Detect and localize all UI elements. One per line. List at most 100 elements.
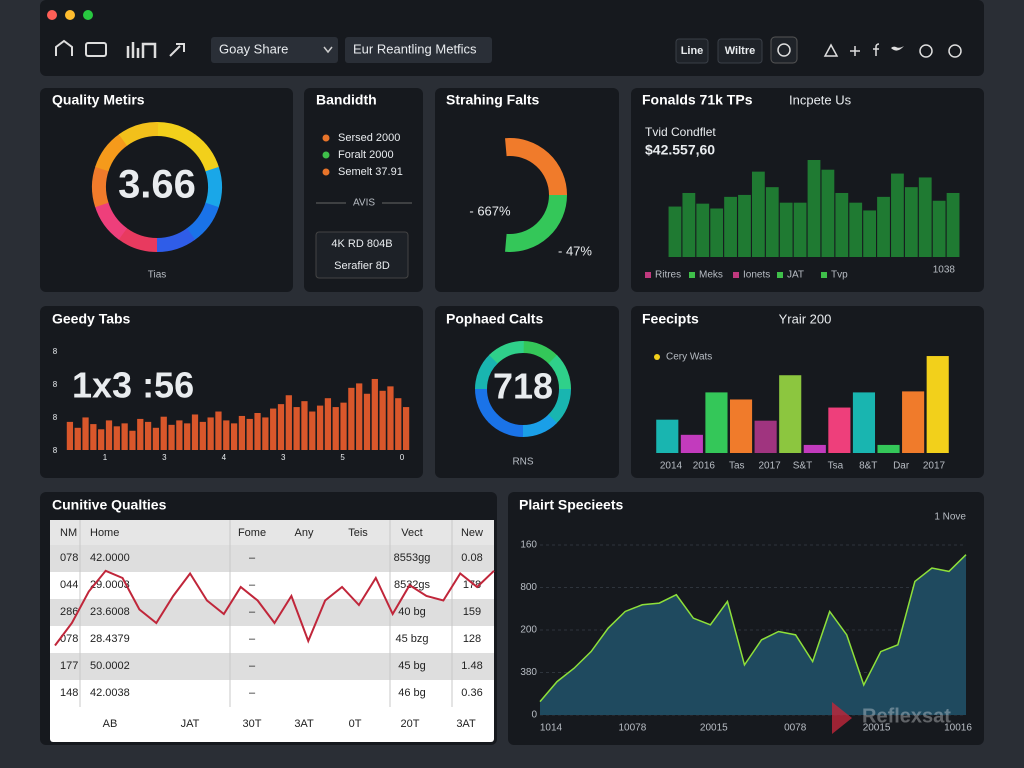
ring-segment [92, 165, 109, 208]
table-footer-cell: AB [103, 718, 118, 730]
kpi-label: Tvid Condflet [645, 125, 716, 139]
bar [324, 398, 332, 450]
bar [254, 413, 261, 450]
monitor-icon[interactable] [85, 42, 107, 57]
table-cell: 8532gs [394, 579, 431, 591]
table-cell: 044 [60, 579, 78, 591]
settings-button[interactable] [770, 36, 798, 64]
legend-dot [322, 134, 330, 142]
bar [852, 392, 876, 453]
table-cell: 40 bg [398, 606, 426, 618]
table-footer-cell: 30T [243, 718, 262, 730]
bar [246, 418, 253, 450]
gauge-arc [505, 138, 567, 196]
x-label: Tas [729, 461, 745, 472]
kpi-value: 3.66 [118, 163, 196, 207]
table-cell: 29.0003 [90, 579, 130, 591]
table-cell: 177 [60, 660, 78, 672]
bar [340, 402, 347, 450]
phone-icon[interactable] [169, 43, 185, 57]
table-header-cell: New [461, 527, 483, 539]
bar [395, 398, 402, 450]
bar [656, 419, 679, 453]
bar [144, 421, 152, 450]
table-row [50, 599, 494, 626]
y-label: 200 [520, 625, 537, 636]
bar [387, 386, 394, 450]
panel [40, 88, 293, 292]
chart-icon[interactable] [126, 42, 157, 58]
panel-subtitle: Yrair 200 [779, 311, 832, 326]
bar [270, 408, 277, 450]
bar [877, 196, 890, 257]
bar [926, 356, 949, 453]
table-header-cell: NM [60, 527, 77, 539]
bar [129, 430, 136, 450]
table-cell: 42.0038 [90, 687, 130, 699]
ring-segment [522, 341, 558, 365]
info-text: Serafier 8D [334, 260, 390, 272]
minimize-button[interactable] [65, 10, 75, 20]
legend-label: Tvp [831, 270, 848, 281]
info-text: 4K RD 804B [331, 238, 392, 250]
table-cell: 286 [60, 606, 78, 618]
facebook-icon[interactable] [873, 43, 880, 56]
maximize-button[interactable] [83, 10, 93, 20]
table-row [50, 653, 494, 680]
bar [710, 208, 724, 257]
home-icon[interactable] [55, 39, 73, 56]
alert-icon[interactable] [823, 43, 839, 57]
gauge-arc [505, 194, 567, 252]
table-cell: 078 [60, 633, 78, 645]
bar [828, 407, 851, 453]
y-label: 380 [520, 667, 537, 678]
bar [176, 420, 183, 450]
tab[interactable] [717, 38, 763, 64]
table-cell: – [249, 687, 256, 699]
twitter-icon[interactable] [891, 46, 904, 51]
table-cell: 28.4379 [90, 633, 130, 645]
table-cell: 50.0002 [90, 660, 130, 672]
table-cell: 46 bg [398, 687, 426, 699]
ring-segment [155, 228, 196, 252]
legend-swatch [777, 272, 783, 278]
bar [904, 187, 918, 257]
watermark-logo [832, 702, 852, 734]
x-label: 0 [400, 453, 405, 462]
bar [891, 173, 904, 257]
panel-title: Quality Metirs [52, 92, 145, 108]
y-label: 8 [53, 446, 58, 455]
table-cell: 078 [60, 552, 78, 564]
table-cell: – [249, 552, 256, 564]
bar [168, 424, 175, 450]
close-button[interactable] [47, 10, 57, 20]
x-label: 2014 [660, 461, 683, 472]
bar [696, 203, 710, 257]
area [540, 554, 966, 715]
ring-segment [156, 122, 197, 147]
table-cell: 45 bzg [395, 633, 428, 645]
table-row [50, 572, 494, 599]
ring-segment [117, 227, 158, 252]
profile-icon[interactable] [919, 44, 933, 58]
panel-title: Pophaed Calts [446, 311, 543, 327]
metrics-button[interactable] [345, 37, 492, 63]
help-icon[interactable] [948, 44, 962, 58]
x-label: Tsa [828, 461, 844, 472]
table-row [50, 626, 494, 653]
ring-segment [475, 388, 498, 423]
add-icon[interactable] [850, 46, 860, 56]
panel-title: Geedy Tabs [52, 311, 131, 327]
ring-segment [186, 134, 220, 173]
x-label: 10078 [618, 723, 646, 734]
bar [309, 411, 316, 450]
tab-label: Line [681, 45, 704, 57]
panel-title: Feecipts [642, 311, 699, 327]
legend-dot [322, 168, 330, 176]
legend-label: Ritres [655, 270, 681, 281]
y-label: 8 [53, 380, 58, 389]
ring-segment [94, 201, 128, 240]
info-box [315, 231, 409, 279]
dropdown[interactable] [211, 37, 338, 63]
tab[interactable] [675, 38, 709, 64]
